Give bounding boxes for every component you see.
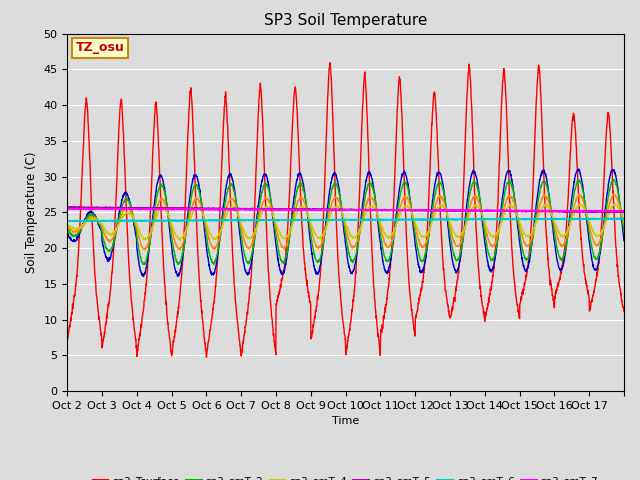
sp3_smT_4	[119, 214, 127, 220]
sp3_smT_5	[513, 208, 521, 214]
Y-axis label: Soil Temperature (C): Soil Temperature (C)	[25, 152, 38, 273]
sp3_smT_7	[612, 208, 620, 214]
sp3_Tsurface	[326, 60, 334, 66]
sp3_smT_7	[63, 206, 71, 212]
sp3_smT_6	[513, 216, 521, 222]
Line: sp3_Tsurface: sp3_Tsurface	[67, 63, 624, 357]
sp3_smT_3	[513, 213, 521, 218]
sp3_smT_4	[611, 201, 619, 207]
Line: sp3_smT_5: sp3_smT_5	[67, 207, 624, 212]
sp3_smT_3	[141, 247, 149, 253]
sp3_smT_6	[620, 216, 628, 221]
sp3_smT_7	[119, 206, 127, 212]
sp3_smT_7	[576, 209, 584, 215]
sp3_Tsurface	[380, 313, 387, 319]
X-axis label: Time: Time	[332, 417, 359, 426]
Line: sp3_smT_2: sp3_smT_2	[67, 180, 624, 264]
Text: TZ_osu: TZ_osu	[76, 41, 124, 54]
sp3_smT_1	[620, 238, 628, 243]
sp3_smT_3	[612, 194, 620, 200]
sp3_smT_6	[63, 218, 71, 224]
Line: sp3_smT_4: sp3_smT_4	[67, 204, 624, 240]
Legend: sp3_Tsurface, sp3_smT_1, sp3_smT_2, sp3_smT_3, sp3_smT_4, sp3_smT_5, sp3_smT_6, : sp3_Tsurface, sp3_smT_1, sp3_smT_2, sp3_…	[88, 471, 603, 480]
sp3_smT_3	[620, 221, 628, 227]
sp3_smT_2	[612, 182, 620, 188]
Line: sp3_smT_6: sp3_smT_6	[67, 218, 624, 221]
sp3_smT_4	[380, 227, 387, 233]
sp3_Tsurface	[514, 302, 522, 308]
sp3_Tsurface	[63, 338, 71, 344]
Title: SP3 Soil Temperature: SP3 Soil Temperature	[264, 13, 428, 28]
sp3_smT_1	[380, 261, 387, 267]
sp3_smT_2	[63, 226, 71, 232]
sp3_smT_6	[90, 218, 98, 224]
sp3_smT_7	[620, 208, 628, 214]
Line: sp3_smT_3: sp3_smT_3	[67, 194, 624, 250]
sp3_smT_1	[140, 274, 147, 279]
sp3_smT_2	[141, 262, 148, 267]
sp3_smT_5	[612, 209, 620, 215]
sp3_Tsurface	[239, 338, 247, 344]
sp3_smT_4	[239, 226, 247, 232]
sp3_smT_3	[545, 200, 553, 205]
sp3_smT_5	[119, 205, 127, 211]
sp3_smT_1	[513, 219, 521, 225]
sp3_smT_7	[79, 205, 86, 211]
sp3_smT_5	[380, 207, 387, 213]
sp3_smT_5	[545, 208, 553, 214]
sp3_Tsurface	[620, 309, 628, 314]
sp3_smT_5	[239, 206, 247, 212]
sp3_Tsurface	[612, 252, 620, 258]
sp3_smT_7	[380, 207, 387, 213]
sp3_smT_4	[513, 213, 521, 218]
sp3_Tsurface	[203, 354, 211, 360]
sp3_smT_3	[380, 235, 387, 240]
sp3_smT_3	[239, 233, 247, 239]
sp3_Tsurface	[545, 267, 553, 273]
sp3_smT_7	[545, 208, 553, 214]
sp3_smT_4	[612, 202, 620, 208]
sp3_smT_6	[239, 217, 247, 223]
sp3_smT_1	[239, 258, 247, 264]
sp3_smT_5	[612, 209, 620, 215]
Line: sp3_smT_1: sp3_smT_1	[67, 169, 624, 276]
sp3_smT_4	[177, 238, 184, 243]
sp3_smT_6	[612, 216, 620, 222]
sp3_smT_6	[545, 216, 553, 222]
sp3_smT_2	[239, 245, 247, 251]
sp3_smT_2	[545, 192, 553, 198]
sp3_smT_5	[620, 209, 628, 215]
sp3_smT_5	[65, 204, 73, 210]
sp3_smT_5	[63, 204, 71, 210]
sp3_smT_2	[119, 202, 127, 207]
sp3_smT_1	[612, 177, 620, 182]
sp3_smT_7	[239, 206, 247, 212]
sp3_smT_4	[63, 221, 71, 227]
sp3_smT_7	[513, 208, 521, 214]
sp3_smT_6	[119, 218, 127, 224]
sp3_Tsurface	[119, 119, 127, 125]
sp3_smT_1	[575, 166, 583, 172]
sp3_smT_2	[380, 248, 387, 253]
sp3_smT_3	[119, 208, 127, 214]
sp3_smT_1	[63, 230, 71, 236]
sp3_smT_4	[620, 218, 628, 224]
sp3_smT_2	[611, 177, 618, 182]
sp3_smT_6	[380, 217, 387, 223]
sp3_smT_3	[575, 192, 583, 197]
sp3_smT_3	[63, 222, 71, 228]
sp3_smT_2	[620, 229, 628, 235]
Line: sp3_smT_7: sp3_smT_7	[67, 208, 624, 212]
sp3_smT_2	[513, 215, 521, 221]
sp3_smT_4	[545, 204, 553, 210]
sp3_smT_1	[545, 191, 553, 196]
sp3_smT_1	[119, 195, 127, 201]
sp3_smT_6	[618, 216, 626, 221]
